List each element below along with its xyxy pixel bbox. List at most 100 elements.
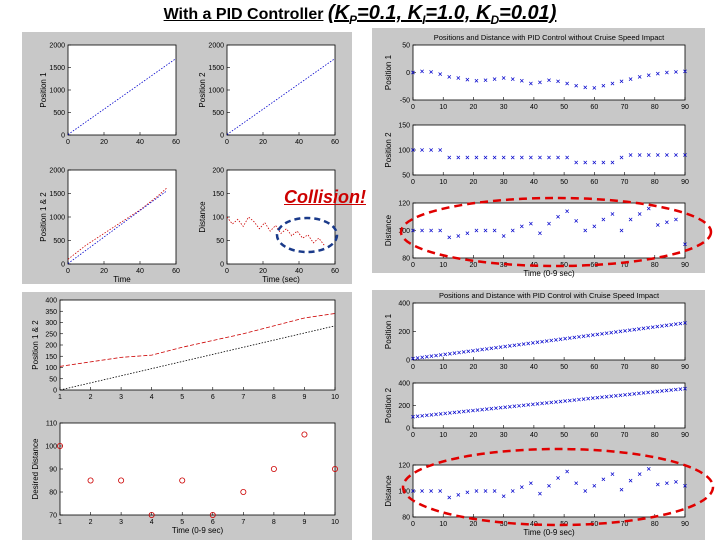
y-tick-label: 50	[402, 43, 410, 50]
x-tick-label: 60	[590, 521, 598, 528]
x-tick-label: 50	[560, 179, 568, 186]
collision-callout: Collision!	[284, 187, 366, 207]
data-point-x	[480, 347, 485, 352]
x-tick-label: 0	[66, 268, 70, 275]
data-point-x	[465, 155, 470, 160]
y-axis-label: Position 1 & 2	[39, 192, 48, 242]
data-point-x	[655, 324, 660, 329]
chart-br1: 0 10 20 30 40 50 60 70 80 90 0 200 400 Position 1 Posi…	[384, 291, 689, 371]
data-point-x	[683, 153, 687, 157]
x-tick-label: 5	[180, 519, 184, 526]
data-point-x	[501, 234, 506, 238]
data-point-x	[411, 414, 415, 419]
data-point-x	[465, 490, 470, 495]
plot-area	[226, 44, 336, 136]
y-tick-label: 500	[212, 110, 224, 117]
data-point-x	[619, 155, 624, 160]
data-point-circle	[209, 512, 216, 519]
collision-highlight-ellipse	[275, 216, 339, 254]
data-point-x	[498, 345, 503, 349]
data-point-x	[601, 160, 606, 165]
data-point-x	[556, 155, 560, 160]
data-point-x	[519, 485, 524, 489]
data-point-x	[507, 404, 512, 409]
y-tick-label: 50	[49, 376, 57, 383]
data-point-x	[424, 354, 429, 359]
data-point-x	[683, 321, 687, 325]
x-tick-label: 30	[500, 104, 508, 111]
data-point-x	[544, 339, 549, 343]
data-point-x	[646, 325, 650, 330]
data-point-x	[574, 481, 579, 486]
data-point-x	[604, 331, 609, 336]
data-point-x	[521, 403, 526, 408]
y-tick-label: 2000	[49, 43, 65, 50]
data-point-x	[586, 333, 591, 338]
y-tick-label: 400	[398, 301, 410, 308]
y-tick-label: 0	[220, 262, 224, 269]
data-point-x	[572, 398, 577, 402]
x-tick-label: 90	[681, 104, 689, 111]
data-point-x	[646, 390, 650, 395]
data-point-x	[420, 69, 424, 74]
x-tick-label: 0	[66, 139, 70, 146]
title-gains: (KP=0.1, KI=1.0, KD=0.01)	[327, 2, 557, 27]
y-axis-label: Distance	[198, 201, 207, 233]
data-point-x	[519, 224, 524, 229]
data-point-x	[637, 212, 642, 216]
data-point-x	[664, 323, 669, 328]
data-point-x	[492, 489, 497, 493]
data-point-circle	[270, 465, 277, 472]
data-point-x	[429, 489, 433, 493]
y-axis-label: Position 1	[384, 313, 393, 349]
x-tick-label: 10	[331, 394, 339, 401]
x-tick-label: 80	[651, 364, 659, 371]
y-axis-label: Distance	[384, 214, 393, 246]
data-point-x	[447, 75, 452, 79]
x-tick-label: 7	[241, 394, 245, 401]
x-tick-label: 0	[225, 268, 229, 275]
data-point-x	[535, 340, 540, 345]
data-point-x	[655, 153, 660, 157]
data-point-x	[429, 412, 434, 417]
x-tick-label: 30	[500, 364, 508, 371]
data-point-x	[627, 392, 632, 397]
data-point-x	[678, 321, 683, 326]
x-tick-label: 4	[150, 519, 154, 526]
data-point-x	[438, 148, 443, 152]
x-tick-label: 10	[439, 521, 447, 528]
data-point-x	[556, 476, 560, 480]
x-tick-label: 40	[295, 139, 303, 146]
chart-bl2: 1 2 3 4 5 6 7 8 9 10 70 80 90 100 110 Desired Distance T…	[31, 421, 339, 536]
y-tick-label: 120	[398, 463, 410, 470]
data-point-x	[483, 228, 488, 233]
data-point-x	[610, 160, 615, 165]
data-point-x	[411, 70, 415, 75]
data-point-x	[452, 351, 457, 355]
data-point-x	[581, 397, 586, 401]
data-point-x	[447, 235, 452, 240]
data-point-x	[474, 228, 479, 233]
x-tick-label: 30	[500, 262, 508, 269]
y-tick-label: 1500	[208, 65, 224, 72]
data-point-x	[452, 410, 457, 415]
data-point-x	[613, 330, 618, 334]
data-point-x	[583, 160, 588, 165]
data-point-x	[465, 77, 470, 82]
data-point-x	[420, 489, 424, 493]
x-tick-label: 6	[211, 519, 215, 526]
y-tick-label: -50	[400, 98, 410, 105]
x-tick-label: 60	[590, 364, 598, 371]
x-axis-label: Time (0-9 sec)	[172, 526, 224, 535]
y-tick-label: 50	[216, 238, 224, 245]
x-tick-label: 70	[621, 521, 629, 528]
data-point-x	[595, 332, 600, 337]
data-point-x	[650, 325, 655, 330]
y-axis-label: Position 2	[384, 387, 393, 423]
data-point-x	[623, 392, 627, 397]
data-point-x	[583, 85, 588, 90]
data-point-x	[429, 354, 434, 359]
data-point-x	[480, 407, 485, 412]
data-point-x	[646, 206, 651, 211]
data-point-x	[415, 414, 420, 419]
